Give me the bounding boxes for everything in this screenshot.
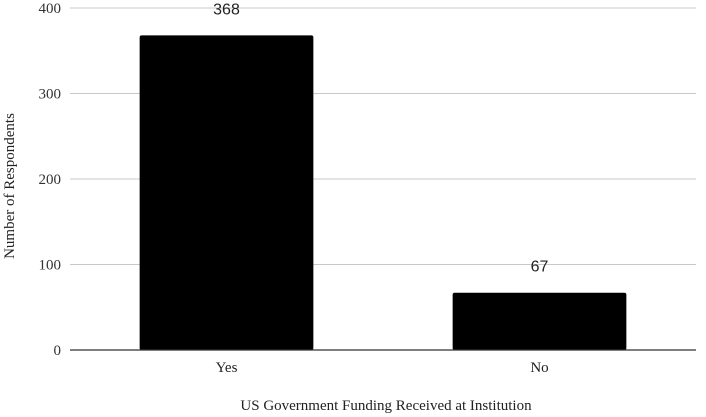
bar	[452, 292, 627, 350]
data-label: 67	[531, 259, 549, 276]
data-labels: 368 67	[213, 1, 548, 275]
x-axis-categories: Yes No	[216, 360, 549, 376]
x-category-label: Yes	[216, 360, 238, 376]
y-axis-ticks: 0 100 200 300 400	[39, 1, 62, 359]
y-tick-label: 200	[39, 172, 62, 188]
y-tick-label: 100	[39, 258, 62, 274]
y-tick-label: 300	[39, 87, 62, 103]
y-tick-label: 0	[54, 343, 62, 359]
y-tick-label: 400	[39, 1, 62, 17]
x-axis-title: US Government Funding Received at Instit…	[240, 398, 532, 414]
x-category-label: No	[530, 360, 548, 376]
y-axis-title: Number of Respondents	[2, 113, 18, 259]
data-label: 368	[213, 1, 240, 18]
bars	[139, 35, 627, 351]
bar	[139, 35, 314, 351]
